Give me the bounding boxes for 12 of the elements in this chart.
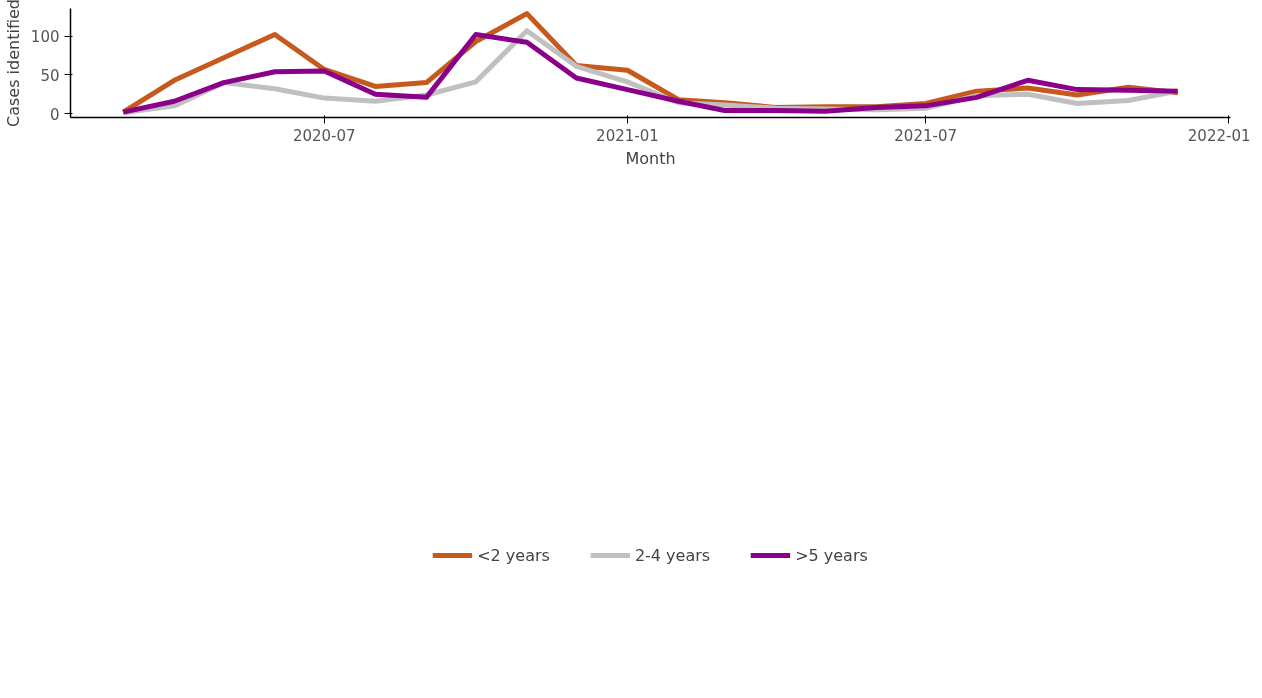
x-tick-label: 2022-01 — [1187, 126, 1251, 145]
y-axis-title: Cases identified — [3, 0, 23, 127]
y-tick-label: 50 — [40, 66, 60, 85]
legend-label: >5 years — [795, 545, 868, 565]
y-tick-label: 100 — [30, 28, 60, 47]
legend-label: 2-4 years — [634, 545, 711, 565]
x-tick-label: 2021-01 — [596, 126, 659, 145]
x-axis-title: Month — [625, 148, 676, 168]
x-tick-label: 2020-07 — [292, 126, 356, 145]
legend-label: <2 years — [477, 545, 550, 565]
x-tick-label: 2021-07 — [894, 126, 958, 145]
y-tick-label: 0 — [49, 105, 60, 124]
